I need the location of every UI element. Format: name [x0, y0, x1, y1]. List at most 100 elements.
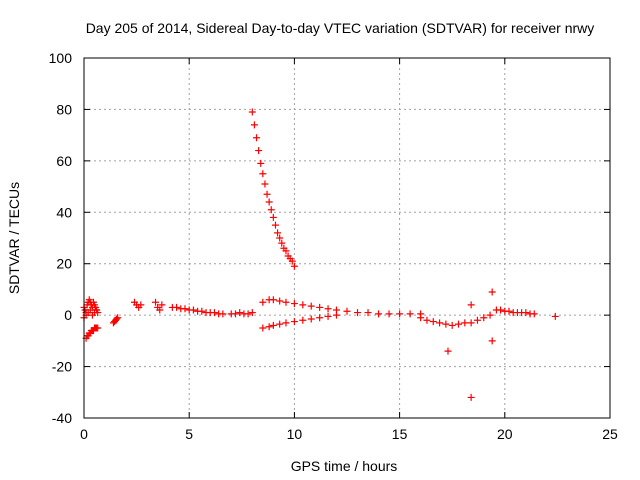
data-point-arc-steep-decay — [263, 190, 271, 198]
data-point-arc-04-07-baseline — [181, 305, 189, 313]
data-point-arc-02-03 — [158, 301, 166, 309]
data-point-arc-08-12-lower — [269, 321, 277, 329]
x-axis-label: GPS time / hours — [291, 458, 398, 474]
data-point-arc-steep-decay — [290, 262, 298, 270]
data-point-arc-08-12-lower — [282, 319, 290, 327]
data-point-arc-08-15-upper — [276, 297, 284, 305]
y-tick-label: -20 — [52, 359, 72, 375]
data-point-arc-steep-decay — [267, 206, 275, 214]
data-point-arc-04-07-baseline — [189, 306, 197, 314]
axis-ticks: 0 5 10 15 20 25 -40 -20 0 20 40 60 80 100 — [49, 50, 618, 442]
data-point-arc-steep-decay — [282, 247, 290, 255]
y-tick-label: 80 — [56, 101, 72, 117]
data-point-arc-08-15-upper — [299, 301, 307, 309]
data-point-arc-16-19 — [442, 320, 450, 328]
data-point-arc-08-15-upper — [396, 310, 404, 318]
y-tick-label: 20 — [56, 256, 72, 272]
x-tick-label: 10 — [287, 426, 303, 442]
data-point-arc-16-19 — [461, 319, 469, 327]
data-point-arc-08-15-upper — [354, 309, 362, 317]
data-point-arc-17-outliers — [488, 337, 496, 345]
y-tick-label: 0 — [64, 307, 72, 323]
data-point-arc-17-outliers — [444, 347, 452, 355]
data-point-arc-00-01 — [86, 306, 94, 314]
data-point-arc-08-15-upper — [259, 298, 267, 306]
data-point-arc-04-07-baseline — [210, 309, 218, 317]
data-point-arc-steep-decay — [274, 229, 282, 237]
data-point-arc-08-15-upper — [385, 310, 393, 318]
data-point-arc-steep-decay — [250, 121, 258, 129]
plot-frame — [83, 57, 611, 419]
data-point-arc-17-outliers — [467, 393, 475, 401]
grid-lines — [84, 58, 610, 418]
data-point-arc-02-03 — [156, 306, 164, 314]
data-point-arc-08-12-lower — [316, 314, 324, 322]
data-point-arc-08-12-lower — [307, 315, 315, 323]
data-point-arc-08-12-lower — [259, 324, 267, 332]
data-point-arc-08-15-upper — [364, 309, 372, 317]
data-point-arc-00-01 — [93, 306, 101, 314]
data-point-arc-04-07-baseline — [236, 309, 244, 317]
data-point-arc-01 — [113, 315, 121, 323]
data-point-arc-16-19 — [473, 316, 481, 324]
data-point-arc-00-01-lower — [94, 324, 102, 332]
data-point-arc-04-07-baseline — [198, 307, 206, 315]
data-point-arc-steep-decay — [248, 108, 256, 116]
data-point-arc-08-12-lower — [299, 316, 307, 324]
x-tick-label: 5 — [185, 426, 193, 442]
data-point-arc-08-12-lower — [265, 323, 273, 331]
data-point-arc-19-22 — [497, 306, 505, 314]
data-point-arc-08-15-upper — [316, 303, 324, 311]
y-tick-label: 100 — [49, 50, 73, 66]
x-tick-label: 20 — [497, 426, 513, 442]
data-point-arc-04-07-baseline — [231, 310, 239, 318]
chart-title: Day 205 of 2014, Sidereal Day-to-day VTE… — [86, 20, 595, 36]
data-point-arc-08-15-upper — [307, 302, 315, 310]
data-point-arc-17-outliers — [467, 301, 475, 309]
data-point-arc-08-15-upper — [343, 307, 351, 315]
data-point-arc-steep-decay — [261, 180, 269, 188]
data-point-arc-08-12-lower — [332, 311, 340, 319]
data-point-arc-16-19 — [436, 319, 444, 327]
data-point-arc-17-outliers — [488, 288, 496, 296]
data-point-arc-04-07-baseline — [219, 310, 227, 318]
data-point-arc-19-22 — [530, 310, 538, 318]
data-point-arc-steep-decay — [253, 134, 261, 142]
data-point-arc-08-15-upper — [290, 300, 298, 308]
data-point-arc-08-12-lower — [276, 320, 284, 328]
data-point-arc-19-22 — [505, 307, 513, 315]
y-axis-label: SDTVAR / TECUs — [6, 182, 22, 294]
data-point-arc-steep-decay — [276, 234, 284, 242]
data-point-arc-02-03 — [152, 298, 160, 306]
data-point-arc-08-15-upper — [324, 305, 332, 313]
data-point-arc-16-19 — [480, 314, 488, 322]
data-point-arc-16-19 — [486, 311, 494, 319]
data-point-arc-steep-decay — [265, 198, 273, 206]
data-point-arc-08-15-upper — [282, 298, 290, 306]
data-point-arc-19-22 — [522, 309, 530, 317]
data-point-arc-08-15-upper — [269, 296, 277, 304]
data-point-arc-02-03 — [137, 301, 145, 309]
y-tick-label: 40 — [56, 204, 72, 220]
data-point-arc-steep-decay — [278, 239, 286, 247]
y-tick-label: 60 — [56, 153, 72, 169]
data-point-arc-04-07-baseline — [173, 303, 181, 311]
y-tick-label: -40 — [52, 410, 72, 426]
x-tick-label: 25 — [602, 426, 618, 442]
data-point-arc-08-12-lower — [324, 312, 332, 320]
data-point-arc-steep-decay — [271, 221, 279, 229]
data-points — [80, 108, 559, 401]
data-point-arc-04-07-baseline — [244, 310, 252, 318]
data-point-arc-steep-decay — [269, 213, 277, 221]
data-point-arc-16-19 — [455, 320, 463, 328]
x-tick-label: 0 — [80, 426, 88, 442]
data-point-arc-steep-decay — [257, 159, 265, 167]
data-point-arc-08-15-upper — [375, 310, 383, 318]
data-point-arc-steep-decay — [288, 257, 296, 265]
data-point-arc-19-22 — [551, 312, 559, 320]
data-point-arc-08-12-lower — [290, 318, 298, 326]
data-point-arc-16-19 — [429, 318, 437, 326]
data-point-arc-08-15-upper — [406, 310, 414, 318]
data-point-arc-04-07-baseline — [248, 309, 256, 317]
